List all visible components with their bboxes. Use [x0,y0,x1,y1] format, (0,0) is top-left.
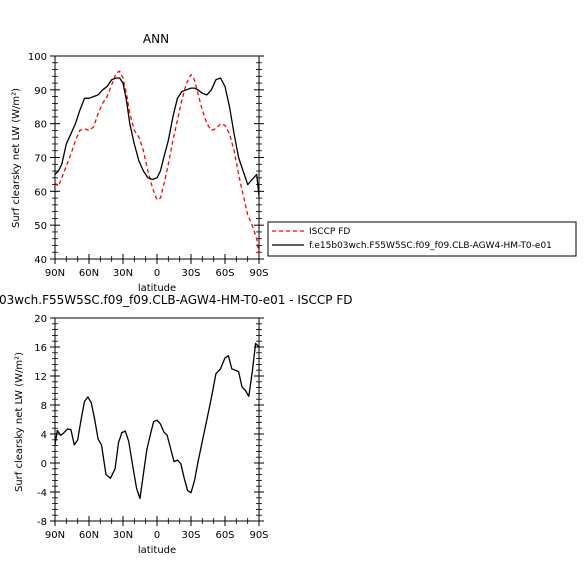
x-tick-label: 60N [79,268,99,279]
y-tick-label: 70 [34,154,47,165]
x-tick-label: 30N [113,530,133,541]
y-tick-label: 90 [34,86,47,97]
legend-entry-isccp: ISCCP FD [309,227,350,237]
y-tick-label: 16 [34,343,47,354]
x-tick-label: 90S [249,530,268,541]
x-tick-label: 60S [215,530,234,541]
plot-frame [54,55,260,260]
tick-marks: 90N 60N 30N 0 30S 60S 90S 40 50 60 70 80 90 100 [28,52,269,279]
x-tick-label: 0 [154,268,160,279]
y-tick-label: 20 [34,314,47,325]
chart-title: f.e15b03wch.F55W5SC.f09_f09.CLB-AGW4-HM-… [0,293,352,307]
y-tick-label: 0 [41,459,47,470]
x-tick-label: 0 [154,530,160,541]
x-tick-label: 60N [79,530,99,541]
legend: ISCCP FD f.e15b03wch.F55W5SC.f09_f09.CLB… [267,221,577,257]
x-tick-label: 90S [249,268,268,279]
x-tick-label: 30N [113,268,133,279]
series-group [54,342,260,500]
y-tick-label: 40 [34,255,47,266]
series-line-1 [54,77,260,197]
plot-frame [54,317,260,522]
x-axis-label: latitude [138,283,176,294]
y-tick-label: 100 [28,52,47,63]
x-tick-label: 90N [45,268,65,279]
tick-marks: 90N 60N 30N 0 30S 60S 90S -8 -4 0 4 8 12 16 20 [34,314,268,541]
y-axis-label: Surf clearsky net LW (W/m²) [11,88,22,228]
x-tick-label: 60S [215,268,234,279]
series-group [54,70,260,256]
x-tick-label: 90N [45,530,65,541]
y-tick-label: 4 [41,430,47,441]
bottom-chart: f.e15b03wch.F55W5SC.f09_f09.CLB-AGW4-HM-… [0,293,352,556]
series-line-0 [54,342,260,500]
x-axis-label: latitude [138,545,176,556]
y-tick-label: -4 [37,488,47,499]
legend-entry-model: f.e15b03wch.F55W5SC.f09_f09.CLB-AGW4-HM-… [309,241,552,251]
x-tick-label: 30S [181,530,200,541]
series-line-0 [54,70,260,256]
y-tick-label: 12 [34,372,47,383]
y-tick-label: 60 [34,187,47,198]
legend-box [267,221,577,257]
y-tick-label: 8 [41,401,47,412]
y-tick-label: 50 [34,221,47,232]
y-tick-label: -8 [37,517,47,528]
chart-title: ANN [143,32,169,46]
top-chart: ANN 90N 60N 30N 0 30S 60S 90S 40 50 60 70 80 90 100 l… [11,32,577,294]
y-axis-label: Surf clearsky net LW (W/m²) [14,352,25,492]
y-tick-label: 80 [34,120,47,131]
x-tick-label: 30S [181,268,200,279]
